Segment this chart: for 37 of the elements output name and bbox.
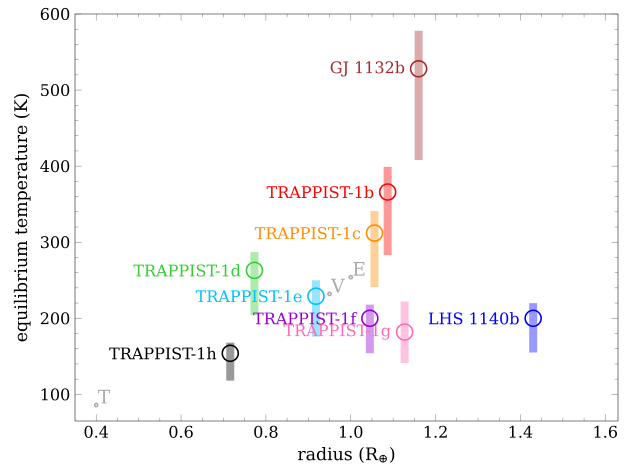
y-tick-label: 400 xyxy=(40,160,70,172)
series-label: TRAPPIST-1c xyxy=(254,227,360,240)
series-label: LHS 1140b xyxy=(428,312,519,324)
y-tick-label: 100 xyxy=(42,388,70,400)
x-tick-label: 0.4 xyxy=(84,426,108,438)
y-tick-label: 200 xyxy=(40,312,70,324)
series-label: TRAPPIST-1d xyxy=(133,264,240,277)
y-tick-label: 500 xyxy=(41,84,70,96)
x-tick-label: 1.0 xyxy=(340,426,362,438)
point xyxy=(410,60,428,78)
y-tick-label: 600 xyxy=(40,8,70,20)
annotation: E xyxy=(353,262,364,276)
point xyxy=(348,274,354,280)
point xyxy=(378,183,396,201)
annotation: T xyxy=(98,390,110,404)
series-label: TRAPPIST-1e xyxy=(196,290,302,302)
x-tick-label: 0.8 xyxy=(254,426,278,438)
point xyxy=(524,310,542,328)
legend-label: TRAPPIST-1h xyxy=(109,347,216,360)
point xyxy=(246,262,264,280)
x-tick-label: 1.4 xyxy=(510,426,532,438)
point xyxy=(94,402,99,408)
point xyxy=(307,287,325,306)
y-axis-title: equilibrium temperature (K) xyxy=(14,94,31,342)
x-axis-title: radius (R$_{⊕}$) xyxy=(298,446,394,463)
annotation: V xyxy=(330,278,345,292)
y-tick-label: 300 xyxy=(40,236,70,248)
point xyxy=(327,292,332,296)
series-label: TRAPPIST-1b xyxy=(266,186,374,198)
x-tick-label: 1.2 xyxy=(424,426,447,438)
series-label: TRAPPIST-1f xyxy=(253,312,358,324)
x-tick-label: 0.6 xyxy=(169,426,193,438)
point xyxy=(221,344,240,362)
point xyxy=(396,323,414,341)
x-tick-label: 1.6 xyxy=(594,426,617,438)
point xyxy=(366,224,384,242)
series-label: GJ 1132b xyxy=(330,61,404,77)
